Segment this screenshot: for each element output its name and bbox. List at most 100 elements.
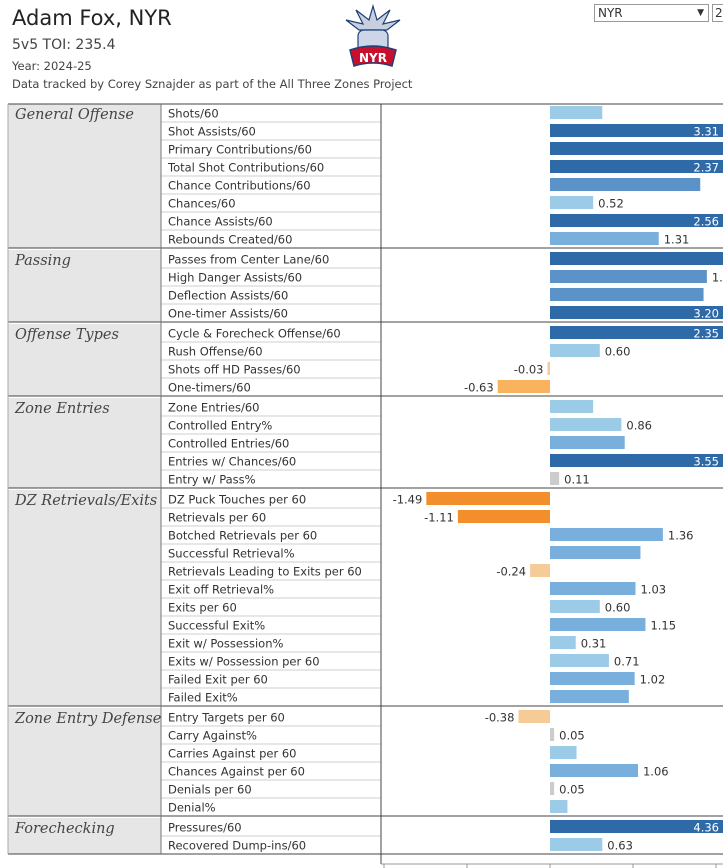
bar bbox=[550, 142, 723, 155]
bar bbox=[426, 492, 550, 505]
category-label: Offense Types bbox=[15, 327, 119, 343]
metric-label: Failed Exit% bbox=[168, 691, 238, 705]
data-label: 1.36 bbox=[668, 529, 694, 543]
data-label: -0.24 bbox=[496, 565, 526, 579]
data-label: -1.11 bbox=[424, 511, 454, 525]
metric-label: One-timers/60 bbox=[168, 381, 251, 395]
bar bbox=[550, 160, 723, 173]
data-label: 0.11 bbox=[564, 473, 590, 487]
toi-text: 5v5 TOI: 235.4 bbox=[12, 37, 116, 53]
category-label: DZ Retrievals/Exits bbox=[14, 493, 157, 509]
bar bbox=[547, 362, 550, 375]
metric-label: Entry Targets per 60 bbox=[168, 711, 285, 725]
metric-label: Rush Offense/60 bbox=[168, 345, 263, 359]
player-title: Adam Fox, NYR bbox=[12, 6, 172, 30]
category-cell bbox=[8, 708, 161, 816]
data-label: 1.31 bbox=[664, 233, 690, 247]
bar bbox=[550, 214, 723, 227]
data-label: 0.31 bbox=[581, 637, 607, 651]
credit-text: Data tracked by Corey Sznajder as part o… bbox=[12, 77, 413, 91]
bar bbox=[550, 582, 636, 595]
data-label: 4.36 bbox=[693, 821, 719, 835]
team-logo: NYR bbox=[345, 3, 401, 67]
metric-label: Entries w/ Chances/60 bbox=[168, 455, 296, 469]
metric-label: Exits per 60 bbox=[168, 601, 237, 615]
metric-label: Cycle & Forecheck Offense/60 bbox=[168, 327, 341, 341]
category-label: Zone Entry Defense bbox=[14, 711, 161, 727]
category-label: Passing bbox=[14, 253, 71, 269]
data-label: 2.35 bbox=[693, 327, 719, 341]
bar bbox=[550, 124, 723, 137]
bar bbox=[550, 472, 560, 485]
data-label: 0.60 bbox=[605, 345, 631, 359]
metric-label: Retrievals Leading to Exits per 60 bbox=[168, 565, 362, 579]
data-label: -0.03 bbox=[514, 363, 544, 377]
bar bbox=[550, 178, 701, 191]
data-label: 1.89 bbox=[712, 271, 723, 285]
season-select[interactable]: 2 bbox=[712, 4, 723, 22]
data-label: 3.20 bbox=[693, 307, 719, 321]
metric-label: Rebounds Created/60 bbox=[168, 233, 292, 247]
metric-label: Denial% bbox=[168, 801, 216, 815]
year-text: Year: 2024-25 bbox=[12, 59, 92, 73]
metric-label: Failed Exit per 60 bbox=[168, 673, 268, 687]
category-cell bbox=[8, 398, 161, 488]
data-label: 2.37 bbox=[693, 161, 719, 175]
metric-label: One-timer Assists/60 bbox=[168, 307, 288, 321]
season-select-value: 2 bbox=[715, 6, 723, 20]
bar bbox=[550, 838, 603, 851]
data-label: 1.15 bbox=[650, 619, 676, 633]
bar bbox=[550, 654, 609, 667]
data-label: -0.38 bbox=[485, 711, 515, 725]
bar bbox=[550, 196, 594, 209]
data-label: -0.63 bbox=[464, 381, 494, 395]
category-cell bbox=[8, 490, 161, 706]
data-label: 0.05 bbox=[559, 783, 585, 797]
metric-label: Total Shot Contributions/60 bbox=[167, 161, 324, 175]
category-cell bbox=[8, 104, 161, 248]
category-cell bbox=[8, 250, 161, 322]
bar bbox=[518, 710, 550, 723]
bar bbox=[550, 270, 707, 283]
bar bbox=[550, 546, 641, 559]
bar bbox=[550, 400, 594, 413]
data-label: 0.52 bbox=[598, 197, 624, 211]
metric-label: Controlled Entry% bbox=[168, 419, 272, 433]
metric-label: Recovered Dump-ins/60 bbox=[168, 839, 306, 853]
chevron-down-icon: ▼ bbox=[697, 8, 704, 18]
data-label: 2.56 bbox=[693, 215, 719, 229]
metric-label: Carries Against per 60 bbox=[168, 747, 297, 761]
bar bbox=[457, 510, 550, 523]
bar bbox=[550, 528, 663, 541]
metric-label: Carry Against% bbox=[168, 729, 257, 743]
metric-column bbox=[161, 398, 381, 488]
metric-label: Deflection Assists/60 bbox=[168, 289, 288, 303]
metric-label: Successful Exit% bbox=[168, 619, 265, 633]
category-cell bbox=[8, 818, 161, 854]
bar bbox=[550, 436, 625, 449]
metric-label: Chances/60 bbox=[168, 197, 236, 211]
bar bbox=[550, 782, 555, 795]
data-label: 3.55 bbox=[693, 455, 719, 469]
metric-label: Passes from Center Lane/60 bbox=[168, 253, 329, 267]
bar bbox=[550, 636, 576, 649]
category-label: General Offense bbox=[15, 107, 134, 123]
bar bbox=[550, 288, 704, 301]
bar bbox=[550, 454, 723, 467]
svg-text:NYR: NYR bbox=[359, 51, 387, 65]
data-label: -1.49 bbox=[393, 493, 423, 507]
team-select[interactable]: NYR ▼ bbox=[594, 4, 709, 22]
bar bbox=[550, 800, 568, 813]
metric-label: Denials per 60 bbox=[168, 783, 252, 797]
metric-label: Shot Assists/60 bbox=[168, 125, 256, 139]
data-label: 0.05 bbox=[559, 729, 585, 743]
bar bbox=[550, 690, 629, 703]
bar bbox=[497, 380, 550, 393]
metric-label: Pressures/60 bbox=[168, 821, 242, 835]
bar bbox=[550, 344, 600, 357]
data-label: 1.03 bbox=[640, 583, 666, 597]
metric-label: Chance Contributions/60 bbox=[168, 179, 311, 193]
team-select-value: NYR bbox=[598, 6, 623, 20]
bar bbox=[550, 326, 723, 339]
